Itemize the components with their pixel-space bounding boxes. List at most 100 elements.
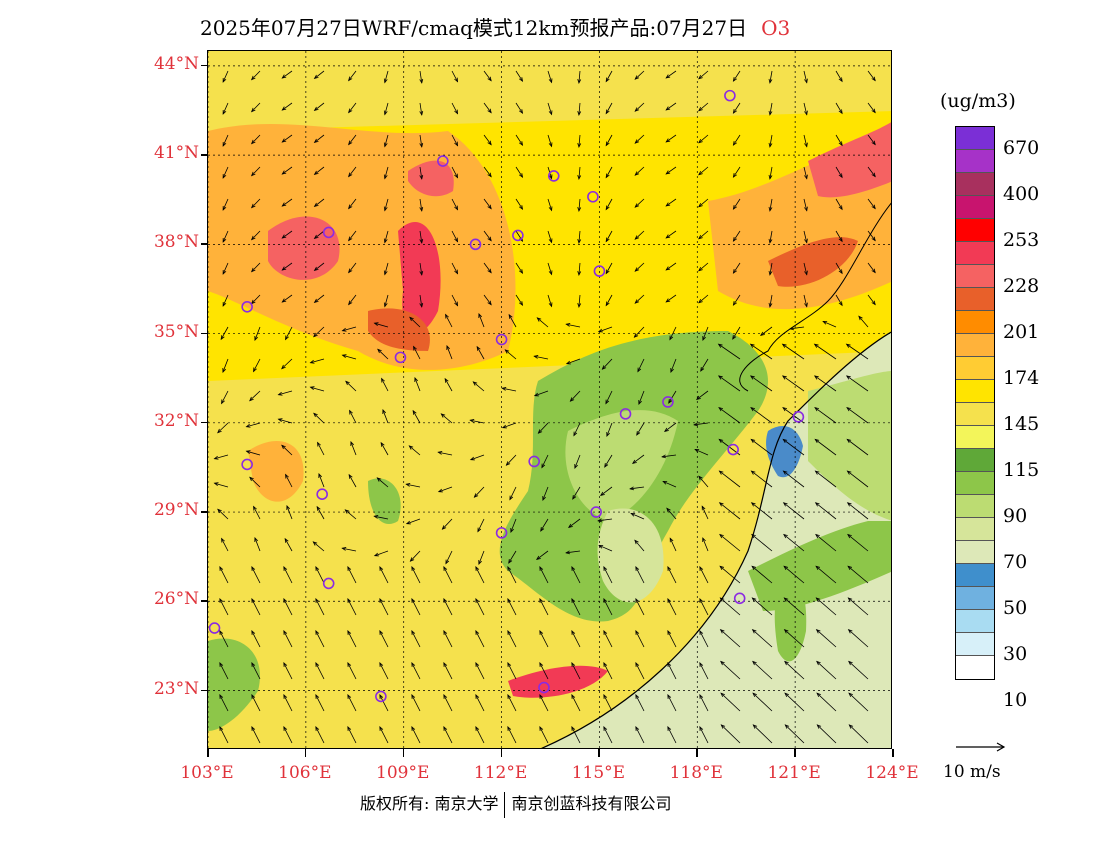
wind-arrow bbox=[665, 102, 677, 111]
wind-arrow bbox=[419, 70, 424, 84]
longitude-label: 118°E bbox=[669, 763, 723, 783]
wind-arrow bbox=[635, 630, 645, 648]
wind-arrow bbox=[419, 102, 424, 116]
wind-arrow bbox=[536, 317, 549, 328]
wind-arrow bbox=[605, 70, 613, 83]
wind-arrow bbox=[603, 662, 613, 680]
station-marker bbox=[316, 488, 328, 500]
wind-arrow bbox=[381, 377, 389, 392]
wind-arrow bbox=[383, 102, 389, 116]
station-marker bbox=[619, 408, 632, 420]
wind-arrow bbox=[835, 102, 843, 115]
wind-arrow bbox=[541, 454, 549, 469]
wind-arrow bbox=[768, 102, 773, 116]
wind-arrow bbox=[348, 70, 357, 82]
footer-separator bbox=[504, 791, 506, 818]
graticule bbox=[208, 51, 891, 748]
wind-arrow bbox=[504, 349, 517, 360]
wind-arrow bbox=[633, 326, 645, 338]
wind-arrow bbox=[813, 343, 837, 360]
longitude-tick bbox=[794, 749, 796, 757]
wind-arrow bbox=[281, 198, 293, 207]
wind-arrow bbox=[768, 262, 773, 276]
wind-arrow bbox=[515, 102, 524, 114]
wind-arrow bbox=[383, 198, 389, 212]
wind-arrow bbox=[732, 294, 741, 306]
wind-arrow bbox=[835, 70, 843, 83]
wind-arrow bbox=[816, 724, 837, 744]
station-marker bbox=[495, 333, 508, 346]
wind-arrow bbox=[313, 70, 325, 80]
wind-arrow bbox=[667, 662, 677, 680]
wind-arrow bbox=[283, 598, 293, 616]
wind-arrow bbox=[571, 726, 581, 744]
colorbar-level-label: 145 bbox=[1003, 413, 1040, 435]
wind-arrow bbox=[443, 598, 453, 616]
wind-arrow bbox=[341, 547, 357, 552]
longitude-label: 112°E bbox=[473, 763, 528, 783]
wind-arrow bbox=[217, 422, 229, 434]
station-marker bbox=[587, 190, 599, 203]
wind-arrow bbox=[437, 486, 453, 493]
wind-arrow bbox=[313, 198, 325, 208]
wind-arrow bbox=[411, 598, 421, 616]
field-red-4 bbox=[408, 160, 454, 197]
wind-arrow bbox=[667, 598, 677, 616]
wind-arrow bbox=[629, 486, 645, 491]
wind-arrow bbox=[815, 533, 837, 552]
latitude-tick bbox=[201, 689, 207, 691]
colorbar-swatch bbox=[956, 495, 994, 518]
wind-arrow bbox=[803, 134, 808, 148]
wind-arrow bbox=[571, 566, 581, 584]
wind-arrow bbox=[472, 381, 485, 392]
wind-arrow bbox=[732, 262, 741, 274]
wind-arrow bbox=[281, 134, 293, 143]
wind-arrow bbox=[408, 445, 421, 456]
wind-arrow bbox=[373, 550, 389, 557]
wind-arrow bbox=[667, 566, 677, 584]
wind-arrow bbox=[383, 166, 389, 180]
wind-arrow bbox=[698, 294, 709, 304]
wind-arrow bbox=[451, 198, 459, 211]
colorbar-swatch bbox=[956, 449, 994, 472]
colorbar-level-label: 70 bbox=[1003, 551, 1028, 573]
wind-arrow bbox=[451, 70, 459, 83]
colorbar-swatch bbox=[956, 656, 994, 679]
wind-arrow bbox=[505, 454, 517, 466]
wind-arrow bbox=[219, 694, 229, 712]
wind-arrow bbox=[751, 533, 773, 552]
wind-arrow bbox=[847, 597, 869, 616]
field-pale-central bbox=[597, 508, 664, 603]
wind-arrow bbox=[835, 230, 843, 243]
wind-arrow bbox=[451, 262, 459, 275]
station-marker bbox=[792, 411, 805, 423]
wind-arrow bbox=[867, 134, 876, 146]
wind-arrow bbox=[835, 198, 843, 211]
wind-arrow bbox=[443, 694, 453, 712]
wind-arrow bbox=[634, 134, 645, 144]
wind-arrow bbox=[601, 358, 613, 370]
wind-arrow bbox=[475, 662, 485, 680]
wind-arrow bbox=[667, 630, 677, 648]
field-lightgreen-central bbox=[565, 410, 678, 521]
wind-arrow bbox=[509, 486, 517, 501]
wind-arrow bbox=[508, 550, 517, 564]
wind-arrow bbox=[719, 533, 741, 552]
wind-arrow bbox=[803, 230, 808, 244]
station-marker bbox=[322, 226, 335, 239]
field-orange-sichuan bbox=[248, 441, 304, 502]
wind-arrow bbox=[719, 597, 741, 616]
wind-arrow bbox=[565, 358, 581, 365]
wind-arrow bbox=[535, 550, 549, 561]
wind-arrow bbox=[605, 134, 613, 147]
wind-arrow bbox=[751, 629, 773, 648]
field-lake bbox=[766, 426, 803, 478]
colorbar-swatch bbox=[956, 265, 994, 288]
wind-arrow bbox=[309, 386, 325, 392]
wind-arrow bbox=[803, 198, 808, 212]
wind-arrow bbox=[414, 376, 421, 392]
wind-arrow bbox=[283, 566, 293, 584]
colorbar-swatch bbox=[956, 633, 994, 656]
wind-arrow bbox=[732, 166, 741, 178]
wind-arrow bbox=[606, 422, 613, 437]
